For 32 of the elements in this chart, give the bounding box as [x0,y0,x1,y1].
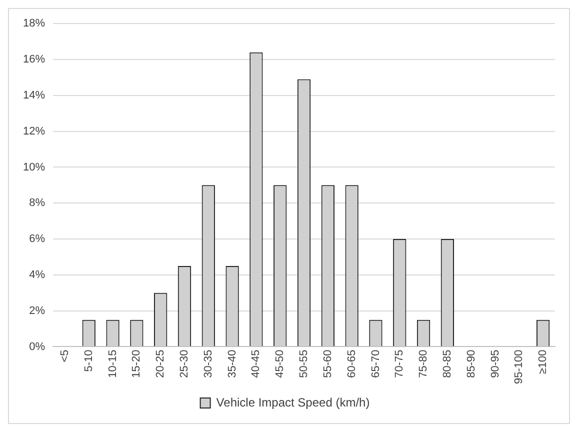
x-tick-label: 35-40 [226,350,238,378]
x-tick-label: 95-100 [513,350,526,384]
x-tick-label: 5-10 [82,350,95,372]
x-tick-label: 80-85 [441,350,454,378]
x-tick-label: 10-15 [106,350,119,378]
x-tick-label: 65-70 [370,350,382,378]
x-tick-label: 55-60 [322,350,334,378]
x-tick-label: ≥100 [537,350,550,374]
y-tick-label: 16% [22,54,46,66]
x-tick-label: 25-30 [178,350,191,378]
y-tick-label: 0% [29,340,46,353]
x-tick-label: <5 [59,350,71,362]
x-tick-label: 15-20 [130,350,143,378]
x-tick-label: 60-65 [346,350,358,378]
x-tick-label: 30-35 [202,350,214,378]
x-tick-label: 45-50 [274,350,286,378]
y-tick-label: 6% [29,233,46,246]
x-tick-label: 40-45 [250,350,262,378]
y-tick-label: 2% [29,304,46,317]
y-tick-label: 8% [29,197,46,210]
y-tick-label: 4% [29,268,46,281]
legend-label: Vehicle Impact Speed (km/h) [216,395,370,410]
y-tick-label: 18% [22,18,46,30]
y-tick-label: 14% [22,89,46,102]
x-tick-label: 85-90 [465,350,478,378]
x-tick-label: 75-80 [418,350,430,378]
x-tick-label: 90-95 [489,350,502,378]
x-tick-label: 20-25 [154,350,167,378]
x-tick-label: 50-55 [298,350,310,378]
y-tick-label: 10% [22,161,46,174]
y-tick-label: 12% [22,125,46,138]
x-tick-label: 70-75 [394,350,406,378]
